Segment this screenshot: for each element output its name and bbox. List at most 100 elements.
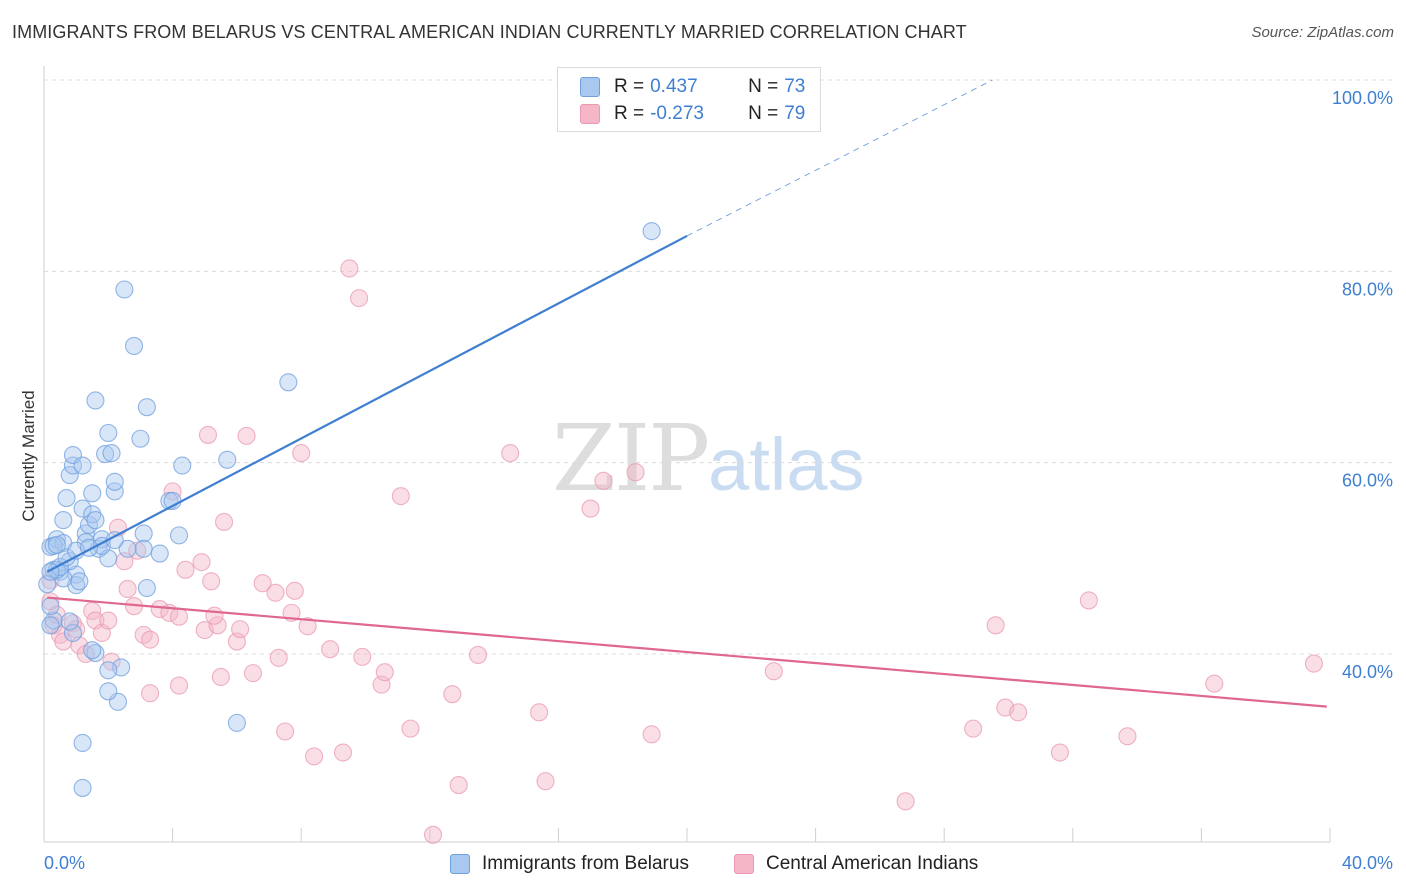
legend-swatch-pink [580,104,600,124]
data-point [131,429,150,448]
data-point [208,616,227,635]
data-point [73,733,92,753]
data-point [269,648,288,667]
data-point [266,583,285,602]
data-point [423,825,443,844]
y-tick-label: 60.0% [1342,471,1393,491]
data-point [57,489,76,508]
data-point [47,535,66,554]
data-point [449,776,468,795]
data-point [401,719,420,738]
legend-n-value: 79 [784,103,806,124]
data-point [86,511,105,530]
data-point [99,682,118,701]
data-point [73,499,92,518]
data-point [96,445,115,464]
bottom-legend-label: Central American Indians [766,853,979,874]
data-point [375,663,394,682]
data-point [211,667,230,687]
data-point [99,611,118,630]
legend-row-belarus: R = 0.437 N = 73 [580,74,805,100]
bottom-legend-central-american: Central American Indians [734,851,978,877]
data-point [468,645,488,665]
legend-n-label: N = [748,76,779,97]
data-point [137,578,156,598]
tick-labels: 40.0% 60.0% 80.0% 100.0% 0.0% 40.0% [44,88,1393,873]
data-point [536,772,555,791]
data-point [530,703,549,722]
data-point [169,676,189,695]
legend-r-value: -0.273 [650,103,704,124]
data-point [86,391,105,410]
y-axis-label: Currently Married [19,390,38,521]
data-point [340,259,359,278]
data-point [60,466,79,485]
correlation-legend: R = 0.437 N = 73 R = -0.273 N = 79 [557,67,821,132]
data-point [626,463,645,482]
data-point [896,792,915,811]
data-point [150,599,169,619]
data-point [134,539,153,558]
data-point [305,747,324,766]
bottom-legend-swatch-blue [450,854,470,874]
chart-title: IMMIGRANTS FROM BELARUS VS CENTRAL AMERI… [12,22,967,42]
x-tick-label: 0.0% [44,853,85,873]
legend-r-label: R = [614,76,645,97]
watermark-atlas: atlas [708,423,865,506]
data-point [54,511,73,530]
data-point [198,425,218,444]
data-point [70,572,89,591]
data-point [350,289,369,308]
data-point [83,641,102,660]
data-point [642,725,661,744]
grid-lines [44,79,1393,655]
data-point [115,280,134,299]
data-point [83,505,102,524]
y-tick-label: 40.0% [1342,662,1393,682]
data-point [333,743,353,762]
data-point [279,373,298,392]
bottom-legend-belarus: Immigrants from Belarus [450,851,689,877]
data-point [137,398,156,417]
data-point [285,581,304,600]
data-point [176,560,195,579]
data-point [63,456,82,475]
watermark-zip: ZIP [552,405,710,512]
data-point [321,640,340,659]
data-point [169,607,189,626]
data-point [63,623,82,643]
data-point [150,544,169,563]
source-note: Source: ZipAtlas.com [1251,24,1394,41]
data-point [292,444,311,463]
data-point [227,713,246,732]
data-point [41,597,60,616]
trend-line-belarus [46,234,688,573]
data-point [192,553,211,572]
data-point [169,526,189,545]
data-point [205,606,224,625]
data-point [764,662,783,681]
data-point [1304,654,1323,673]
series-central-american-indians [41,259,1323,844]
data-point [253,574,272,593]
data-point [1079,591,1098,610]
data-point [44,611,63,630]
data-point [99,661,118,680]
data-point [173,456,192,475]
data-point [202,572,221,591]
data-point [83,484,102,503]
data-point [298,617,317,636]
data-point [1118,727,1137,746]
data-point [594,471,613,490]
data-point [276,722,295,741]
data-point [1050,743,1069,762]
data-point [141,684,160,703]
x-tick-label: 40.0% [1342,853,1393,873]
data-point [86,643,105,663]
data-point [134,524,153,543]
data-point [118,579,137,598]
data-point [118,539,137,558]
data-point [105,482,124,501]
trend-line-central-american [47,596,1327,708]
watermark: ZIPatlas [552,405,864,512]
